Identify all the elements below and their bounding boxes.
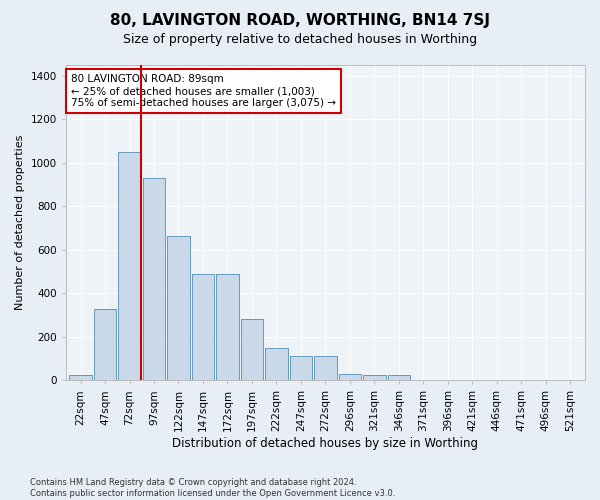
Bar bbox=[290, 356, 312, 380]
Bar bbox=[118, 152, 141, 380]
Bar bbox=[167, 236, 190, 380]
Bar bbox=[363, 375, 386, 380]
Y-axis label: Number of detached properties: Number of detached properties bbox=[15, 135, 25, 310]
Text: Contains HM Land Registry data © Crown copyright and database right 2024.
Contai: Contains HM Land Registry data © Crown c… bbox=[30, 478, 395, 498]
Bar bbox=[143, 178, 165, 380]
Bar bbox=[265, 348, 288, 380]
Bar bbox=[388, 375, 410, 380]
X-axis label: Distribution of detached houses by size in Worthing: Distribution of detached houses by size … bbox=[172, 437, 478, 450]
Bar bbox=[69, 375, 92, 380]
Bar bbox=[338, 374, 361, 380]
Text: Size of property relative to detached houses in Worthing: Size of property relative to detached ho… bbox=[123, 32, 477, 46]
Text: 80, LAVINGTON ROAD, WORTHING, BN14 7SJ: 80, LAVINGTON ROAD, WORTHING, BN14 7SJ bbox=[110, 12, 490, 28]
Bar bbox=[216, 274, 239, 380]
Bar bbox=[314, 356, 337, 380]
Bar bbox=[241, 320, 263, 380]
Bar bbox=[94, 308, 116, 380]
Bar bbox=[192, 274, 214, 380]
Text: 80 LAVINGTON ROAD: 89sqm
← 25% of detached houses are smaller (1,003)
75% of sem: 80 LAVINGTON ROAD: 89sqm ← 25% of detach… bbox=[71, 74, 336, 108]
